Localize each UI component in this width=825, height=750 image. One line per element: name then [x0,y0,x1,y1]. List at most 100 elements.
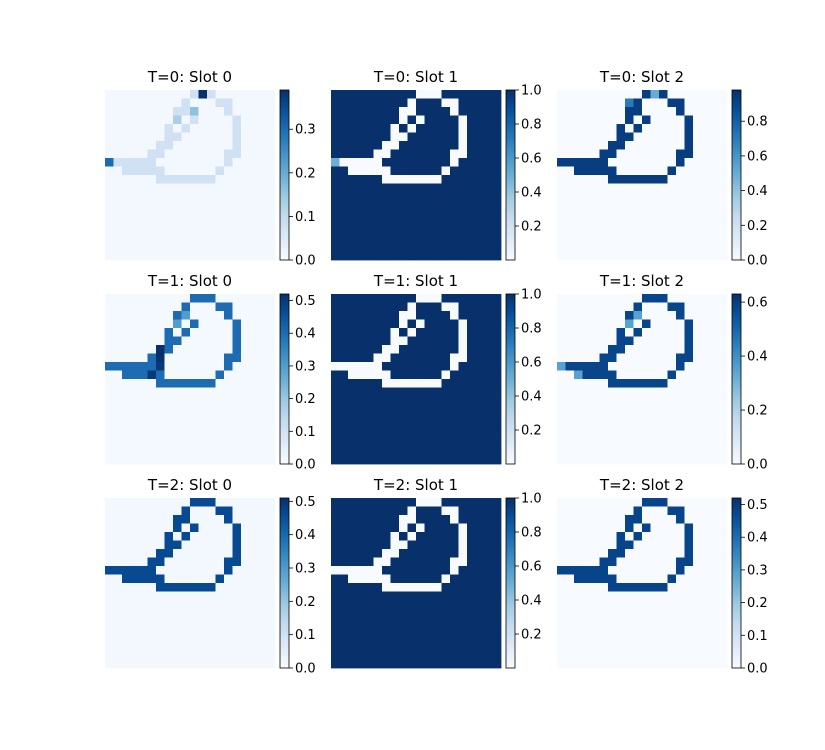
heatmap-cell [582,498,592,507]
heatmap-cell [450,549,459,558]
heatmap-cell [122,506,131,516]
heatmap-cell [399,166,408,176]
heatmap-cell [164,362,174,371]
heatmap-cell [450,336,459,346]
heatmap-cell [232,659,242,669]
heatmap-cell [484,226,493,235]
heatmap-cell [348,396,357,405]
heatmap-cell [633,642,643,652]
heatmap-cell [113,302,123,312]
heatmap-cell [557,175,566,184]
heatmap-cell [642,183,651,193]
heatmap-cell [173,209,182,218]
heatmap-cell [173,132,182,142]
heatmap-cell [650,132,660,142]
heatmap-cell [642,566,651,575]
heatmap-cell [365,404,374,414]
heatmap-cell [113,413,123,422]
heatmap-cell [356,217,366,227]
heatmap-cell [258,549,267,558]
heatmap-cell [416,370,425,380]
heatmap-cell [458,642,468,652]
heatmap-cell [591,328,600,337]
heatmap-cell [608,115,617,125]
heatmap-cell [390,642,400,652]
heatmap-cell [484,98,493,108]
heatmap-cell [433,302,442,312]
heatmap-cell [458,319,468,329]
heatmap-cell [232,209,242,218]
heatmap-cell [164,651,174,660]
heatmap-cell [616,600,626,609]
heatmap-cell [122,132,131,142]
heatmap-cell [458,532,468,541]
heatmap-cell [625,234,634,244]
heatmap-cell [190,583,199,592]
heatmap-cell [492,642,502,652]
heatmap-cell [424,209,434,218]
heatmap-cell [224,217,233,227]
colorbar-tick-label: 0.1 [747,629,768,644]
heatmap-cell [407,421,417,431]
heatmap-cell [642,387,651,397]
heatmap-cell [198,591,208,601]
heatmap-cell [450,302,459,312]
heatmap-cell [331,600,340,609]
heatmap-cell [215,659,225,669]
heatmap-cell [241,651,250,660]
heatmap-cell [173,591,182,601]
heatmap-cell [122,166,131,176]
heatmap-cell [266,421,276,431]
heatmap-cell [190,149,199,159]
heatmap-cell [339,532,349,541]
heatmap-cell [130,557,140,567]
heatmap-cell [633,90,643,99]
heatmap-cell [650,625,660,635]
heatmap-cell [616,370,626,380]
heatmap-cell [557,217,566,227]
heatmap-cell [105,591,114,601]
heatmap-cell [710,243,719,252]
heatmap-cell [224,166,233,176]
heatmap-cell [407,353,417,363]
heatmap-cell [139,532,148,541]
heatmap-cell [331,115,340,125]
heatmap-cell [365,625,374,635]
heatmap-cell [241,591,250,601]
heatmap-cell [407,634,417,643]
heatmap-cell [574,294,583,303]
heatmap-cell [249,651,259,660]
heatmap-cell [181,90,191,99]
heatmap-cell [139,591,148,601]
heatmap-cell [105,141,114,150]
heatmap-cell [190,634,199,643]
heatmap-cell [266,209,276,218]
heatmap-cell [650,455,660,465]
heatmap-cell [642,617,651,626]
heatmap-cell [492,302,502,312]
heatmap-cell [407,345,417,354]
heatmap-cell [424,413,434,422]
heatmap-cell [224,566,233,575]
heatmap-cell [693,319,702,329]
heatmap-cell [130,90,140,99]
heatmap-cell [693,226,702,235]
heatmap-cell [667,379,677,388]
heatmap-cell [718,430,728,439]
heatmap-cell [356,532,366,541]
heatmap-cell [650,328,660,337]
heatmap-cell [676,387,685,397]
heatmap-cell [424,362,434,371]
heatmap-cell [492,115,502,125]
heatmap-cell [164,149,174,159]
heatmap-cell [450,362,459,371]
heatmap-cell [382,430,391,439]
heatmap-cell [684,328,694,337]
heatmap-cell [608,362,617,371]
heatmap-cell [424,379,434,388]
heatmap-cell [258,234,267,244]
heatmap-cell [382,549,391,558]
heatmap-cell [582,583,592,592]
heatmap-cell [458,370,468,380]
heatmap-cell [207,413,216,422]
